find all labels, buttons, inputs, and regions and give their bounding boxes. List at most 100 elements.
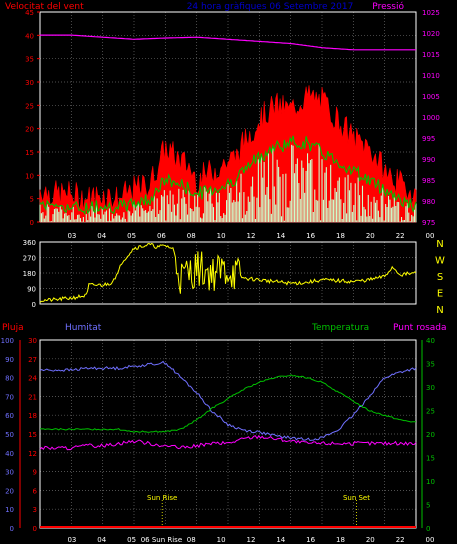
humidity-axis-tick: 60 — [5, 412, 14, 420]
pressure-axis-tick: 985 — [422, 177, 435, 185]
x-tick-label: 10 — [217, 232, 226, 240]
series-dewpoint — [39, 434, 417, 451]
compass-label: E — [437, 289, 443, 300]
pressure-axis-tick: 1020 — [422, 30, 440, 38]
x-tick-label: 22 — [396, 536, 405, 544]
humidity-axis-tick: 80 — [5, 375, 14, 383]
rain-axis-tick: 0 — [33, 525, 37, 533]
direction-axis-tick: 270 — [23, 255, 36, 263]
rain-axis-label: Pluja — [2, 323, 24, 333]
x-tick-label: 05 — [127, 232, 136, 240]
rain-axis-tick: 3 — [33, 506, 37, 514]
pressure-axis-tick: 1000 — [422, 114, 440, 122]
humidity-axis-tick: 0 — [10, 525, 14, 533]
x-tick-label: 12 — [246, 536, 255, 544]
x-tick-label: 20 — [366, 536, 375, 544]
humidity-axis-tick: 100 — [1, 337, 14, 345]
x-tick-label: 05 — [127, 536, 136, 544]
humidity-axis-tick: 70 — [5, 393, 14, 401]
humidity-axis-label: Humitat — [65, 323, 102, 333]
series-pressure — [40, 34, 416, 51]
rain-axis-tick: 6 — [33, 487, 38, 495]
compass-label: W — [435, 256, 445, 267]
humidity-axis-tick: 40 — [5, 450, 14, 458]
x-tick-label: 22 — [396, 232, 405, 240]
compass-label: N — [436, 305, 443, 316]
dewpoint-axis-label: Punt rosada — [393, 323, 447, 333]
wind-axis-tick: 10 — [25, 172, 34, 180]
rain-axis-tick: 15 — [28, 431, 37, 439]
pressure-axis-tick: 1015 — [422, 51, 440, 59]
pressure-axis-tick: 980 — [422, 198, 435, 206]
rain-axis-tick: 18 — [28, 412, 37, 420]
direction-axis-tick: 180 — [23, 270, 36, 278]
wind-axis-tick: 35 — [25, 56, 34, 64]
series-humidity — [39, 360, 417, 442]
temperature-axis-tick: 35 — [426, 361, 435, 369]
humidity-axis-tick: 50 — [5, 431, 14, 439]
humidity-axis-tick: 10 — [5, 506, 14, 514]
x-tick-label: 04 — [97, 536, 106, 544]
humidity-axis-tick: 20 — [5, 487, 14, 495]
x-tick-label: 00 — [426, 536, 435, 544]
header-wind-label: Velocitat del vent — [5, 2, 84, 12]
rain-axis-tick: 24 — [28, 375, 37, 383]
series-average-wind — [39, 135, 417, 216]
x-tick-label: 16 — [306, 232, 315, 240]
wind-axis-tick: 5 — [30, 196, 34, 204]
direction-axis-tick: 0 — [32, 301, 36, 309]
wind-axis-tick: 15 — [25, 149, 34, 157]
x-tick-label: 18 — [336, 536, 345, 544]
x-tick-label: 06 Sun Rise — [141, 536, 182, 544]
x-tick-label: 03 — [67, 232, 76, 240]
temperature-axis-tick: 5 — [426, 502, 430, 510]
pressure-axis-tick: 1025 — [422, 9, 440, 17]
direction-axis-tick: 360 — [23, 239, 36, 247]
wind-axis-tick: 0 — [30, 219, 34, 227]
wind-axis-tick: 45 — [25, 9, 34, 17]
rain-axis-tick: 12 — [28, 450, 37, 458]
humidity-axis-tick: 90 — [5, 356, 14, 364]
series-wind-direction — [39, 242, 417, 303]
temperature-axis-label: Temperatura — [311, 323, 369, 333]
pressure-axis-tick: 990 — [422, 156, 435, 164]
x-tick-label: 08 — [187, 536, 196, 544]
rain-axis-tick: 30 — [28, 337, 37, 345]
x-tick-label: 08 — [187, 232, 196, 240]
wind-axis-tick: 25 — [25, 102, 34, 110]
humidity-axis-tick: 30 — [5, 469, 14, 477]
header-title: 24 hora gràfiques 06 Setembre 2017 — [187, 2, 354, 12]
temperature-axis-tick: 30 — [426, 384, 435, 392]
wind-axis-tick: 30 — [25, 79, 34, 87]
pressure-axis-tick: 995 — [422, 135, 435, 143]
compass-label: N — [436, 239, 443, 250]
temperature-axis-tick: 15 — [426, 455, 435, 463]
series-temperature — [39, 374, 417, 433]
pressure-axis-tick: 975 — [422, 219, 435, 227]
sun-marker-label: Sun Set — [343, 494, 370, 502]
x-tick-label: 12 — [246, 232, 255, 240]
wind-axis-tick: 20 — [25, 126, 34, 134]
x-tick-label: 06 — [157, 232, 166, 240]
rain-axis-tick: 27 — [28, 356, 37, 364]
x-tick-label: 14 — [276, 232, 285, 240]
temperature-axis-tick: 20 — [426, 431, 435, 439]
temperature-axis-tick: 25 — [426, 408, 435, 416]
temperature-axis-tick: 40 — [426, 337, 435, 345]
compass-label: S — [437, 272, 443, 283]
x-tick-label: 03 — [67, 536, 76, 544]
x-tick-label: 00 — [426, 232, 435, 240]
temperature-axis-tick: 10 — [426, 478, 435, 486]
wind-axis-tick: 40 — [25, 32, 34, 40]
direction-axis-tick: 90 — [27, 286, 36, 294]
temperature-axis-tick: 0 — [426, 525, 430, 533]
rain-axis-tick: 21 — [28, 393, 37, 401]
x-tick-label: 18 — [336, 232, 345, 240]
x-tick-label: 10 — [217, 536, 226, 544]
pressure-axis-tick: 1010 — [422, 72, 440, 80]
sun-marker-label: Sun Rise — [147, 494, 177, 502]
x-tick-label: 20 — [366, 232, 375, 240]
direction-plot-frame — [39, 241, 417, 305]
